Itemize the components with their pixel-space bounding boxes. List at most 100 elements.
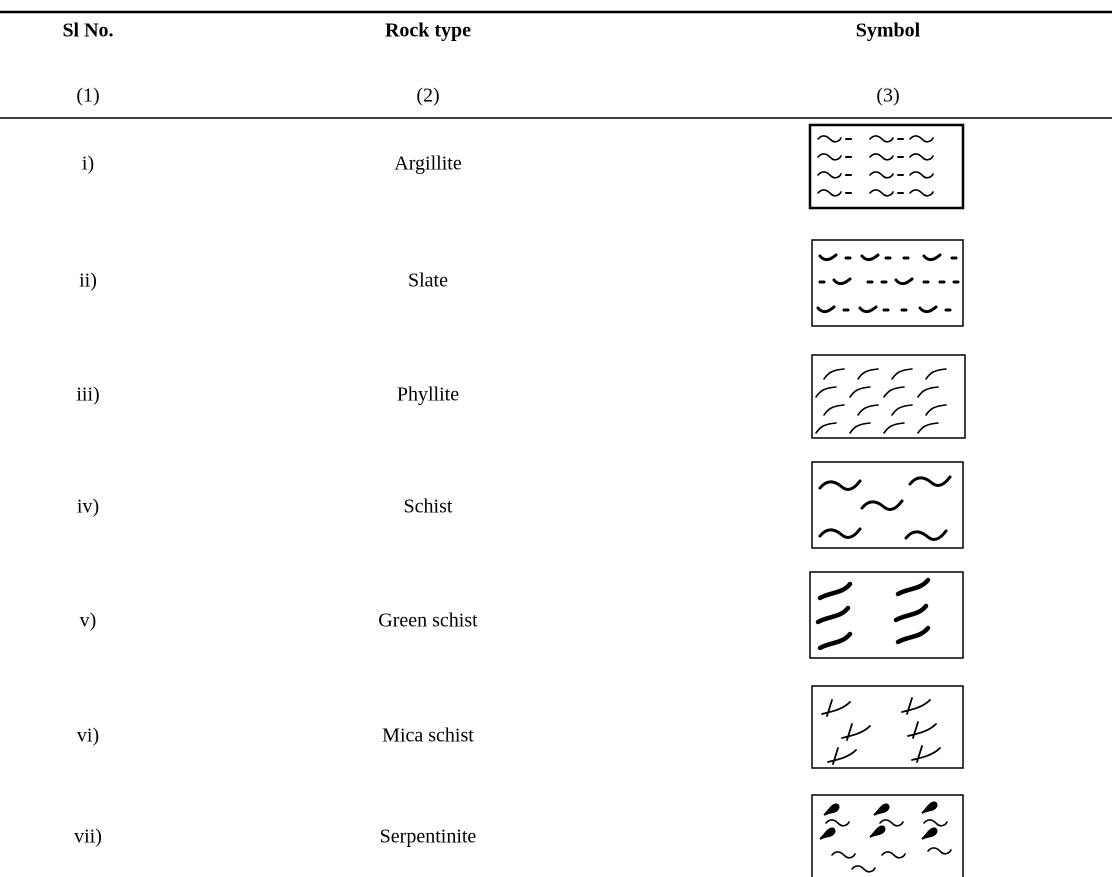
table-row: vii) Serpentinite: [74, 794, 964, 877]
symbol-stroke: [857, 404, 879, 416]
symbol-stroke: [817, 171, 842, 179]
symbol-stroke: [817, 135, 842, 143]
header-cell: Sl No.: [62, 20, 113, 42]
symbol-stroke: [869, 135, 894, 143]
rock-type: Phyllite: [397, 384, 459, 406]
symbol-stroke: [896, 606, 926, 620]
symbol-stroke: [917, 386, 939, 398]
symbol-stroke: [869, 153, 894, 161]
symbol-stroke: [820, 634, 850, 648]
symbol-stroke: [891, 368, 913, 380]
symbol-stroke: [816, 305, 836, 314]
rock-symbol: [811, 354, 966, 439]
column-number: (1): [76, 85, 99, 107]
symbol-stroke: [825, 819, 850, 827]
serial-number: vi): [77, 725, 99, 747]
symbol-stroke: [927, 847, 952, 855]
symbol-stroke: [858, 305, 878, 314]
symbol-frame: [811, 461, 964, 549]
symbol-stroke: [815, 386, 837, 398]
symbol-stroke: [857, 368, 879, 380]
serial-number: iv): [77, 496, 99, 518]
symbol-stroke: [818, 253, 838, 262]
table-row: iv) Schist: [77, 461, 964, 549]
rock-type: Slate: [408, 270, 448, 292]
rock-symbol: [811, 794, 964, 877]
column-number: (3): [876, 85, 899, 107]
symbol-stroke: [851, 865, 876, 873]
header-cell: Rock type: [385, 20, 471, 42]
symbol-stroke: [909, 171, 934, 179]
rock-type: Schist: [404, 496, 453, 518]
symbol-stroke: [898, 628, 928, 642]
symbol-frame: [811, 685, 964, 769]
symbol-stroke: [921, 827, 938, 840]
rock-type: Argillite: [394, 153, 462, 175]
rock-type: Green schist: [378, 610, 478, 632]
symbol-stroke: [821, 699, 851, 717]
table-row: ii) Slate: [79, 239, 964, 327]
symbol-stroke: [907, 721, 937, 739]
symbol-stroke: [925, 404, 947, 416]
table-row: v) Green schist: [80, 571, 964, 659]
serial-number: ii): [79, 270, 97, 292]
symbol-stroke: [901, 697, 931, 715]
symbol-stroke: [918, 305, 938, 314]
symbol-frame: [809, 571, 964, 659]
rock-symbol: [811, 239, 964, 327]
serial-number: v): [80, 610, 97, 632]
symbol-stroke: [904, 529, 948, 541]
symbol-stroke: [908, 475, 952, 487]
symbol-stroke: [849, 422, 871, 434]
symbol-stroke: [849, 386, 871, 398]
symbol-stroke: [860, 253, 880, 262]
symbol-stroke: [832, 277, 852, 286]
symbol-stroke: [879, 819, 904, 827]
rock-type: Serpentinite: [380, 826, 477, 848]
symbol-stroke: [820, 584, 850, 598]
symbol-stroke: [869, 189, 894, 197]
symbol-stroke: [827, 747, 857, 765]
symbol-stroke: [909, 189, 934, 197]
serial-number: vii): [74, 826, 102, 848]
rock-symbol: [809, 571, 964, 659]
header-cell: Symbol: [856, 20, 921, 42]
symbol-stroke: [925, 368, 947, 380]
symbol-stroke: [881, 851, 906, 859]
symbol-stroke: [823, 368, 845, 380]
symbol-stroke: [883, 386, 905, 398]
serial-number: iii): [76, 384, 99, 406]
rock-symbol: [808, 123, 965, 210]
symbol-stroke: [898, 580, 928, 594]
symbol-stroke: [922, 253, 942, 262]
rock-symbol: [811, 685, 964, 769]
symbol-frame: [811, 354, 966, 439]
table-row: i) Argillite: [82, 123, 965, 210]
symbol-stroke: [891, 404, 913, 416]
symbol-stroke: [817, 189, 842, 197]
symbol-frame: [811, 239, 964, 327]
symbol-stroke: [917, 422, 939, 434]
symbol-stroke: [909, 153, 934, 161]
symbol-stroke: [869, 171, 894, 179]
symbol-stroke: [823, 803, 840, 816]
rock-type: Mica schist: [382, 725, 474, 747]
symbol-stroke: [909, 135, 934, 143]
symbol-stroke: [815, 422, 837, 434]
symbol-stroke: [923, 819, 948, 827]
symbol-stroke: [873, 803, 890, 816]
symbol-stroke: [860, 499, 904, 511]
symbol-stroke: [819, 827, 836, 840]
symbol-stroke: [894, 277, 914, 286]
symbol-frame: [808, 123, 965, 210]
symbol-stroke: [817, 153, 842, 161]
column-number: (2): [416, 85, 439, 107]
symbol-stroke: [841, 723, 871, 741]
symbol-stroke: [911, 745, 941, 763]
symbol-stroke: [818, 608, 848, 622]
rock-symbol: [811, 461, 964, 549]
table-row: iii) Phyllite: [76, 354, 966, 439]
symbol-stroke: [831, 851, 856, 859]
symbol-stroke: [823, 404, 845, 416]
